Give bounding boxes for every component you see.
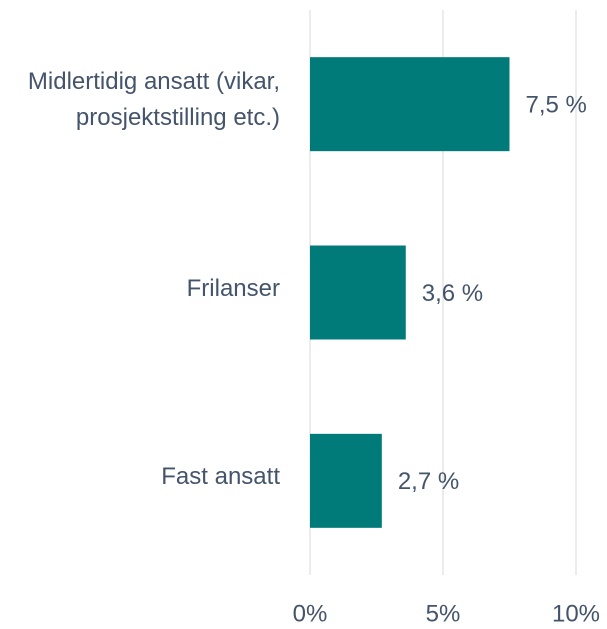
data-label: 3,6 % (422, 280, 483, 307)
x-tick-label: 5% (426, 600, 461, 627)
category-label: Fast ansatt (161, 462, 280, 490)
bar (310, 433, 382, 528)
data-label: 2,7 % (398, 468, 459, 495)
bar (310, 245, 406, 340)
category-label: Frilanser (186, 274, 280, 302)
category-label: Midlertidig ansatt (vikar, prosjektstill… (27, 68, 280, 132)
x-tick-label: 10% (552, 600, 600, 627)
data-label: 7,5 % (526, 92, 587, 119)
bar (310, 57, 510, 152)
x-tick-label: 0% (293, 600, 328, 627)
